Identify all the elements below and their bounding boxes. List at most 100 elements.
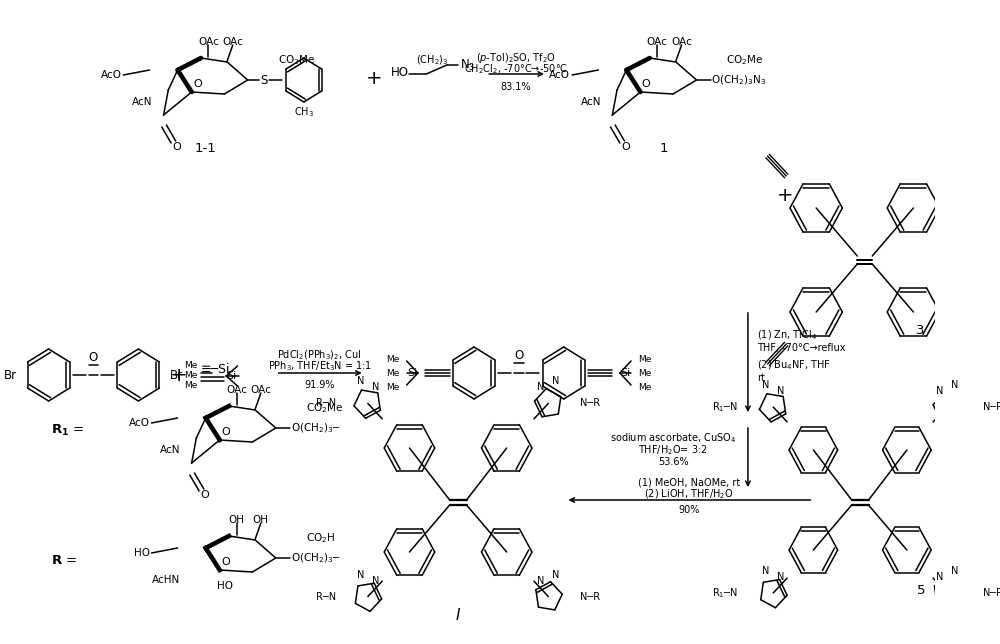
Text: N: N — [777, 572, 784, 582]
Text: N: N — [552, 377, 560, 386]
Text: O(CH$_2$)$_3$N$_3$: O(CH$_2$)$_3$N$_3$ — [711, 73, 767, 87]
Text: $(p$-Tol$)_2$SO, Tf$_2$O: $(p$-Tol$)_2$SO, Tf$_2$O — [476, 51, 556, 65]
Text: O: O — [621, 142, 630, 152]
Text: CH$_2$Cl$_2$, -70°C→-50°C: CH$_2$Cl$_2$, -70°C→-50°C — [464, 62, 568, 76]
Text: N: N — [762, 566, 769, 576]
Text: 83.1%: 83.1% — [501, 82, 531, 92]
Text: +: + — [366, 68, 382, 88]
Text: O: O — [193, 79, 202, 89]
Text: HO: HO — [217, 581, 233, 591]
Text: $\mathbf{R}$ =: $\mathbf{R}$ = — [51, 553, 77, 567]
Text: Br: Br — [170, 368, 183, 381]
Text: (1) MeOH, NaOMe, rt: (1) MeOH, NaOMe, rt — [638, 477, 740, 487]
Text: OH: OH — [253, 515, 269, 525]
Text: AcO: AcO — [101, 70, 122, 80]
Text: N: N — [552, 569, 560, 580]
Text: (CH$_2$)$_3$: (CH$_2$)$_3$ — [416, 53, 448, 67]
Text: Me: Me — [639, 383, 652, 392]
Text: N$_3$: N$_3$ — [460, 57, 475, 73]
Text: OAc: OAc — [671, 37, 692, 47]
Text: O: O — [172, 142, 181, 152]
Text: AcN: AcN — [160, 445, 180, 455]
Text: O: O — [200, 490, 209, 500]
Text: 1-1: 1-1 — [195, 142, 217, 155]
Text: N─R$_1$: N─R$_1$ — [982, 400, 1000, 414]
Text: R─N: R─N — [316, 592, 336, 601]
Text: 3: 3 — [916, 323, 925, 337]
Text: AcO: AcO — [129, 418, 150, 428]
Text: AcN: AcN — [581, 97, 601, 107]
Text: AcO: AcO — [549, 70, 570, 80]
Text: O: O — [642, 79, 650, 89]
Text: THF, -70°C→reflux: THF, -70°C→reflux — [757, 343, 846, 353]
Text: N: N — [936, 386, 943, 396]
Text: PdCl$_2$(PPh$_3$)$_2$, CuI: PdCl$_2$(PPh$_3$)$_2$, CuI — [277, 348, 362, 362]
Text: sodium ascorbate, CuSO$_4$: sodium ascorbate, CuSO$_4$ — [610, 431, 736, 445]
Text: 1: 1 — [660, 142, 668, 155]
Text: $\mathbf{R_1}$ =: $\mathbf{R_1}$ = — [51, 422, 84, 437]
Text: AcHN: AcHN — [152, 575, 180, 585]
Text: +: + — [777, 185, 794, 205]
Text: 53.6%: 53.6% — [658, 457, 688, 467]
Text: N─R$_1$: N─R$_1$ — [982, 586, 1000, 600]
Text: ≡─Si: ≡─Si — [201, 363, 231, 375]
Text: OAc: OAc — [226, 385, 247, 395]
Text: Me: Me — [386, 368, 399, 377]
Text: R─N: R─N — [316, 399, 336, 408]
Text: N: N — [357, 569, 364, 580]
Text: O: O — [89, 350, 98, 363]
Text: O(CH$_2$)$_3$─: O(CH$_2$)$_3$─ — [291, 551, 340, 565]
Text: HO: HO — [391, 66, 409, 79]
Text: N─R: N─R — [580, 399, 600, 408]
Text: N: N — [357, 377, 364, 386]
Text: CO$_2$Me: CO$_2$Me — [306, 401, 343, 415]
Text: CO$_2$Me: CO$_2$Me — [278, 53, 315, 67]
Text: rt: rt — [757, 373, 765, 383]
Text: N: N — [951, 566, 958, 576]
Text: 91.9%: 91.9% — [304, 380, 335, 390]
Text: N: N — [951, 380, 958, 390]
Text: Me: Me — [639, 354, 652, 363]
Text: Me: Me — [386, 354, 399, 363]
Text: O(CH$_2$)$_3$─: O(CH$_2$)$_3$─ — [291, 421, 340, 435]
Text: OAc: OAc — [222, 37, 243, 47]
Text: O: O — [221, 427, 230, 437]
Text: Me: Me — [184, 361, 197, 370]
Text: (2) LiOH, THF/H$_2$O: (2) LiOH, THF/H$_2$O — [644, 488, 734, 501]
Text: R$_1$─N: R$_1$─N — [712, 586, 738, 600]
Text: Br: Br — [4, 368, 17, 381]
Text: OH: OH — [229, 515, 245, 525]
Text: N: N — [537, 576, 545, 585]
Text: N: N — [762, 380, 769, 390]
Text: N: N — [372, 383, 379, 392]
Text: +: + — [171, 366, 188, 384]
Text: Me: Me — [386, 383, 399, 392]
Text: Si: Si — [408, 368, 418, 378]
Text: N─R: N─R — [580, 592, 600, 601]
Text: R$_1$─N: R$_1$─N — [712, 400, 738, 414]
Text: HO: HO — [134, 548, 150, 558]
Text: Si: Si — [620, 368, 630, 378]
Text: Si: Si — [226, 371, 236, 381]
Text: (1) Zn, TiCl$_4$: (1) Zn, TiCl$_4$ — [757, 328, 817, 342]
Text: (2) Bu$_4$NF, THF: (2) Bu$_4$NF, THF — [757, 358, 831, 372]
Text: CO$_2$H: CO$_2$H — [306, 531, 335, 545]
Text: 5: 5 — [917, 583, 925, 596]
Text: Me: Me — [184, 381, 197, 390]
Text: OAc: OAc — [198, 37, 219, 47]
Text: PPh$_3$, THF/Et$_3$N = 1:1: PPh$_3$, THF/Et$_3$N = 1:1 — [268, 359, 372, 373]
Text: CH$_3$: CH$_3$ — [294, 105, 314, 119]
Text: CO$_2$Me: CO$_2$Me — [726, 53, 764, 67]
Text: OAc: OAc — [647, 37, 668, 47]
Text: 90%: 90% — [678, 505, 700, 515]
Text: N: N — [372, 576, 379, 585]
Text: OAc: OAc — [250, 385, 271, 395]
Text: THF/H$_2$O= 3:2: THF/H$_2$O= 3:2 — [638, 443, 708, 457]
Text: N: N — [777, 386, 784, 396]
Text: AcN: AcN — [132, 97, 152, 107]
Text: S: S — [260, 73, 267, 86]
Text: Me: Me — [639, 368, 652, 377]
Text: Me: Me — [184, 370, 197, 379]
Text: $\mathit{I}$: $\mathit{I}$ — [455, 607, 461, 623]
Text: N: N — [537, 383, 545, 392]
